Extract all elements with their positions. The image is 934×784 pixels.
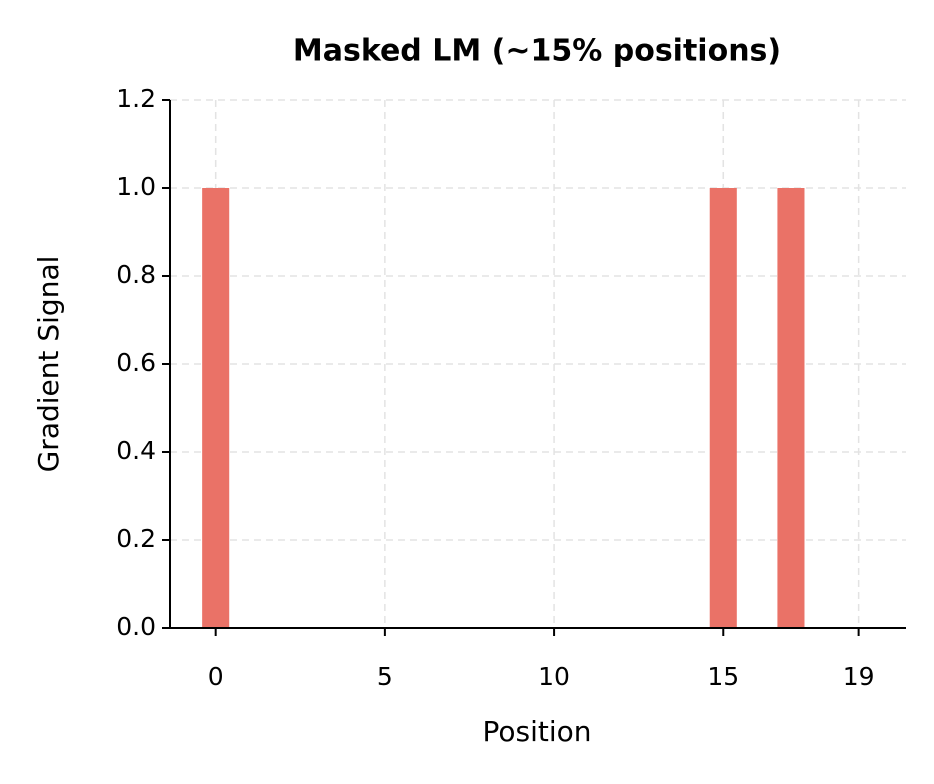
y-tick-label: 0.8 (116, 260, 156, 289)
x-tick-label: 0 (208, 662, 224, 691)
y-axis-label: Gradient Signal (32, 256, 65, 473)
x-axis-label: Position (482, 715, 591, 748)
x-tick-label: 5 (377, 662, 393, 691)
y-tick-label: 1.2 (116, 84, 156, 113)
y-tick-label: 0.6 (116, 348, 156, 377)
bar (202, 188, 230, 628)
y-tick-label: 1.0 (116, 172, 156, 201)
y-tick-label: 0.4 (116, 436, 156, 465)
x-tick-label: 19 (843, 662, 875, 691)
chart-title: Masked LM (~15% positions) (293, 34, 781, 69)
x-tick-label: 10 (538, 662, 570, 691)
y-tick-label: 0.2 (116, 524, 156, 553)
y-tick-label: 0.0 (116, 612, 156, 641)
x-tick-label: 15 (707, 662, 739, 691)
bar (777, 188, 805, 628)
bar (709, 188, 737, 628)
